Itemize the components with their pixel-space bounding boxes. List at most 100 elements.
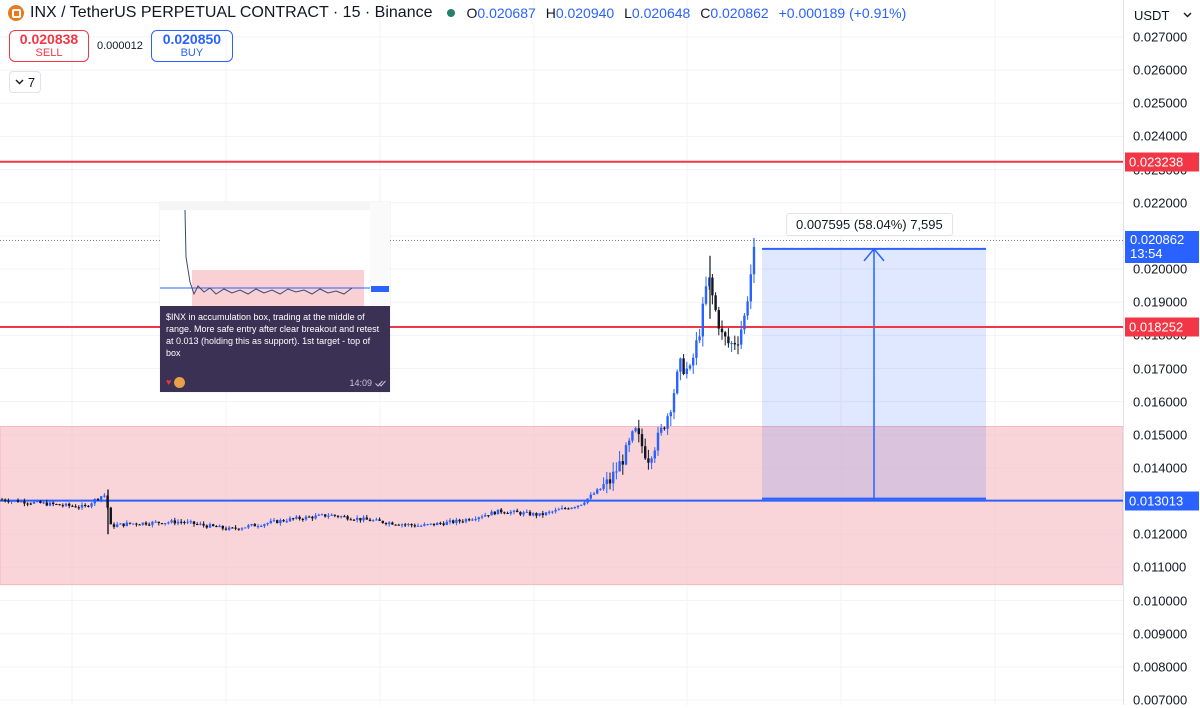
candle-body (592, 493, 596, 495)
price-tick-label: 0.019000 (1133, 294, 1188, 310)
currency-selector[interactable]: USDT (1130, 4, 1196, 26)
inset-mini-chart (160, 202, 390, 308)
candle-body (608, 479, 612, 484)
candle-body (471, 519, 474, 521)
candle-body (39, 501, 42, 504)
candle-body (45, 502, 48, 506)
candle-body (208, 524, 212, 528)
candle-body (688, 365, 692, 369)
candle-body (618, 461, 621, 472)
current-price-value: 0.020862 (1130, 232, 1185, 248)
candle-body (80, 504, 84, 508)
candle-body (522, 512, 525, 515)
candle-body (420, 525, 423, 527)
embedded-screenshot: $INX in accumulation box, trading at the… (160, 202, 390, 392)
candle-body (701, 303, 704, 337)
price-tick-label: 0.012000 (1133, 526, 1188, 542)
price-tick-label: 0.024000 (1133, 128, 1188, 144)
candle-body (224, 528, 228, 530)
candle-body (698, 336, 701, 341)
candle-body (196, 524, 199, 526)
candle-body (55, 504, 58, 506)
candle-body (77, 507, 80, 509)
candle-body (624, 445, 628, 465)
candle-body (733, 342, 736, 345)
candle-body (573, 507, 576, 509)
candle-body (359, 517, 362, 521)
candle-body (103, 495, 106, 497)
candle-body (474, 519, 477, 521)
resistance-upper-tag[interactable]: 0.023238 (1125, 152, 1199, 172)
candle-body (397, 524, 400, 526)
measure-label: 0.007595 (58.04%) 7,595 (786, 213, 953, 236)
buy-button[interactable]: 0.020850 BUY (150, 30, 233, 62)
candle-body (452, 520, 455, 523)
candle-body (16, 500, 20, 503)
market-status-icon[interactable] (446, 9, 455, 17)
candle-body (23, 501, 26, 504)
candle-body (119, 523, 122, 525)
candle-body (656, 432, 660, 451)
price-tick-label: 0.026000 (1133, 62, 1188, 78)
candle-body (308, 516, 311, 518)
candle-body (576, 505, 580, 508)
candle-body (186, 521, 189, 523)
candle-body (192, 521, 196, 525)
chevron-down-icon (1183, 12, 1192, 18)
candle-body (663, 427, 666, 429)
candle-body (740, 329, 743, 345)
candle-body (36, 501, 39, 503)
candle-body (84, 504, 87, 506)
resistance-lower-tag[interactable]: 0.018252 (1125, 317, 1199, 337)
candle-body (167, 522, 170, 524)
candle-body (746, 301, 749, 316)
price-tick-label: 0.016000 (1133, 394, 1188, 410)
candle-body (205, 525, 208, 528)
candle-body (512, 510, 516, 512)
candle-body (599, 488, 602, 490)
price-tick-label: 0.007000 (1133, 692, 1188, 708)
price-axis[interactable]: USDT 0.027000 0.026000 0.025000 0.024000 0.0… (1123, 0, 1200, 708)
candle-body (221, 525, 224, 529)
support-tag[interactable]: 0.013013 (1125, 491, 1199, 511)
candle-body (212, 524, 215, 527)
candle-body (96, 498, 100, 500)
candle-body (109, 507, 112, 525)
candle-body (253, 524, 256, 527)
candle-body (455, 519, 458, 523)
candle-body (570, 507, 573, 509)
candle-body (180, 521, 183, 523)
chevron-down-icon (15, 79, 24, 85)
candle-body (564, 508, 567, 510)
price-chart[interactable] (0, 0, 1123, 705)
candle-body (7, 500, 10, 502)
chart-area[interactable]: INX / TetherUS PERPETUAL CONTRACT · 15 ·… (0, 0, 1123, 705)
candle-body (61, 505, 64, 507)
candle-body (567, 508, 570, 510)
candle-body (340, 516, 343, 518)
candle-body (525, 511, 528, 513)
candle-body (490, 511, 493, 516)
candle-body (634, 428, 637, 432)
candle-body (407, 524, 410, 526)
candle-body (628, 440, 631, 446)
indicators-toggle-button[interactable]: 7 (9, 71, 41, 93)
measure-arrow-head (863, 247, 885, 262)
candle-body (541, 513, 544, 516)
candle-body (647, 458, 650, 463)
candle-body (141, 522, 144, 525)
candle-body (695, 340, 698, 358)
candle-body (311, 516, 314, 519)
candle-body (583, 502, 586, 505)
ohlc-value: 0.020687 (477, 5, 536, 21)
candle-body (336, 515, 340, 517)
heart-icon: ♥ (166, 377, 172, 387)
symbol-title[interactable]: INX / TetherUS PERPETUAL CONTRACT · 15 ·… (30, 4, 433, 21)
message-caption: $INX in accumulation box, trading at the… (160, 306, 390, 392)
sell-button[interactable]: 0.020838 SELL (9, 30, 89, 62)
candle-body (301, 518, 304, 520)
candle-body (557, 509, 560, 511)
ohlc-key: O (466, 5, 478, 21)
candle-body (215, 526, 218, 528)
candle-body (138, 524, 141, 526)
